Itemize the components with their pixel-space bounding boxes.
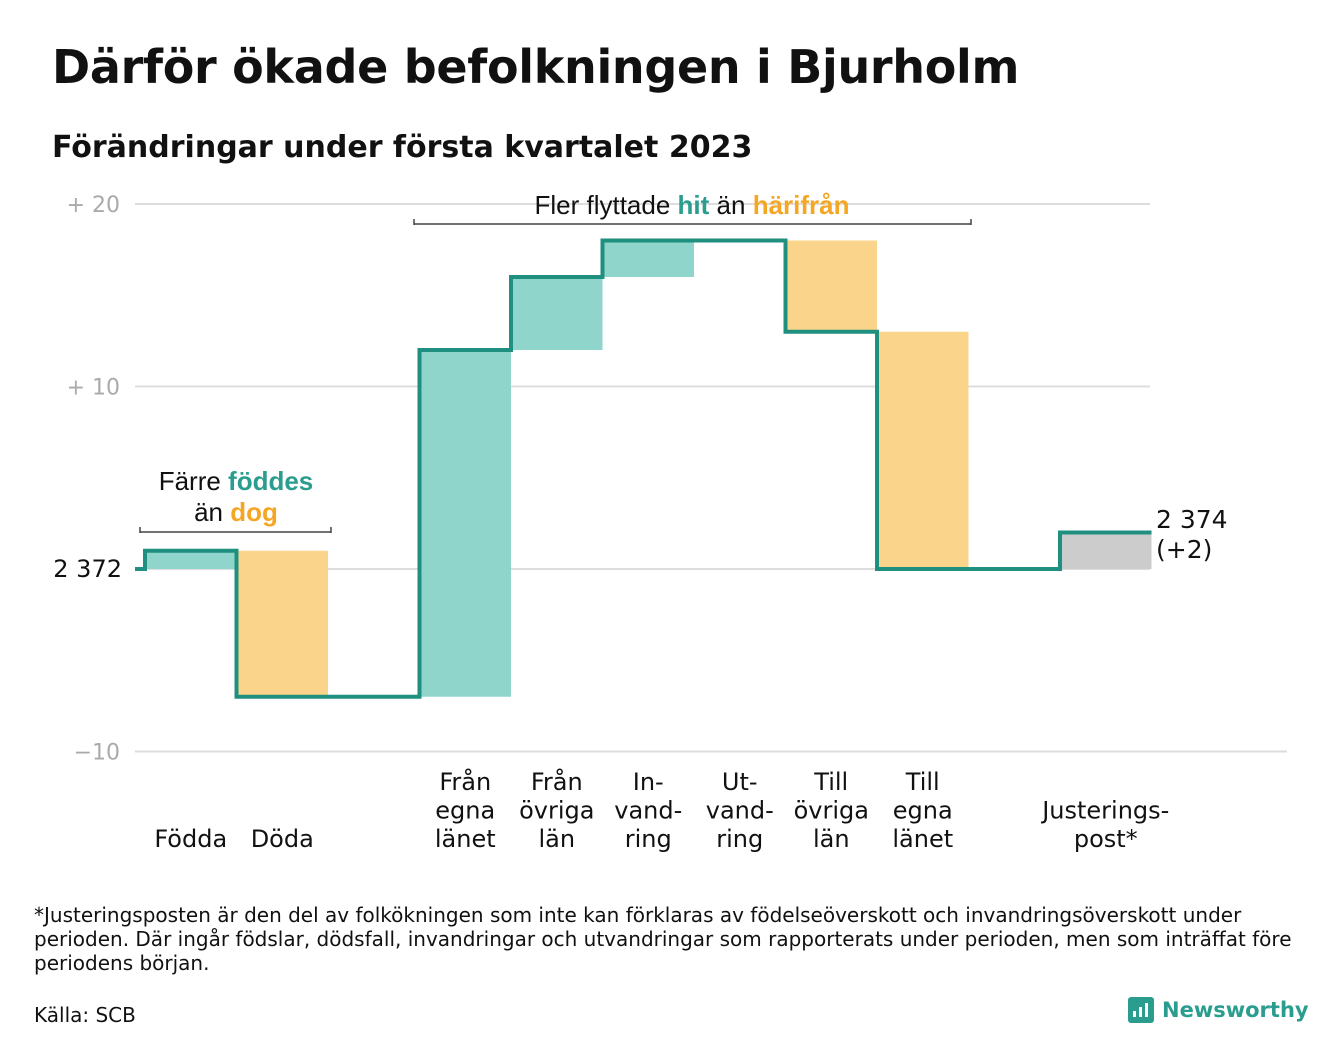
category-label: länet bbox=[435, 825, 496, 853]
annotation-segment: föddes bbox=[228, 466, 313, 496]
end-value-label: 2 374 bbox=[1156, 505, 1228, 534]
category-label: Från bbox=[531, 767, 583, 796]
bar bbox=[419, 350, 511, 697]
bar bbox=[145, 550, 237, 569]
category-label: ring bbox=[625, 825, 672, 853]
category-label: egna bbox=[435, 797, 495, 825]
annotation-text: än dog bbox=[194, 497, 278, 527]
annotation-segment: Fler flyttade bbox=[534, 190, 677, 220]
category-label: länet bbox=[892, 825, 953, 853]
newsworthy-logo: Newsworthy bbox=[1128, 997, 1309, 1023]
category-label: Från bbox=[439, 767, 491, 796]
category-label: post* bbox=[1074, 825, 1138, 853]
chart-title: Därför ökade befolkningen i Bjurholm bbox=[52, 40, 1020, 94]
category-label: Till bbox=[905, 768, 940, 796]
footnote: *Justeringsposten är den del av folkökni… bbox=[34, 903, 1292, 975]
category-label: vand- bbox=[614, 797, 682, 825]
category-label: län bbox=[538, 825, 575, 853]
brand-name: Newsworthy bbox=[1162, 998, 1309, 1022]
annotation-segment: än bbox=[194, 497, 230, 527]
category-label: vand- bbox=[706, 797, 774, 825]
category-label: län bbox=[813, 825, 850, 853]
bar bbox=[511, 277, 603, 350]
annotation-text: Färre föddes bbox=[159, 466, 314, 496]
bar bbox=[877, 331, 969, 569]
category-label: Ut- bbox=[722, 768, 758, 796]
category-label: Justerings- bbox=[1040, 797, 1169, 825]
annotation-segment: hit bbox=[678, 190, 710, 220]
category-label: egna bbox=[893, 797, 953, 825]
bar bbox=[236, 550, 328, 697]
annotation-segment: Färre bbox=[159, 466, 228, 496]
annotation-segment: härifrån bbox=[753, 190, 850, 220]
bar bbox=[602, 240, 694, 277]
annotation-segment: än bbox=[709, 190, 752, 220]
y-tick-label: 2 372 bbox=[53, 555, 122, 583]
y-tick-label: + 20 bbox=[67, 193, 120, 218]
source-note: Källa: SCB bbox=[34, 1003, 136, 1027]
y-tick-label: −10 bbox=[74, 741, 120, 766]
category-label: övriga bbox=[519, 797, 594, 825]
category-label: ring bbox=[716, 825, 763, 853]
y-tick-label: + 10 bbox=[67, 376, 120, 401]
cumulative-step-line bbox=[135, 238, 1152, 699]
end-value-label: (+2) bbox=[1156, 535, 1212, 564]
category-label: Döda bbox=[251, 825, 314, 853]
category-label: In- bbox=[633, 768, 664, 796]
chart-subtitle: Förändringar under första kvartalet 2023 bbox=[52, 130, 753, 165]
annotation-segment: dog bbox=[230, 497, 278, 527]
category-label: Till bbox=[813, 768, 848, 796]
category-label: Födda bbox=[154, 825, 227, 853]
category-label: övriga bbox=[794, 797, 869, 825]
bar bbox=[785, 240, 877, 332]
bar-chart-icon bbox=[1128, 997, 1154, 1023]
annotation-text: Fler flyttade hit än härifrån bbox=[534, 190, 849, 220]
bar bbox=[1060, 532, 1152, 569]
